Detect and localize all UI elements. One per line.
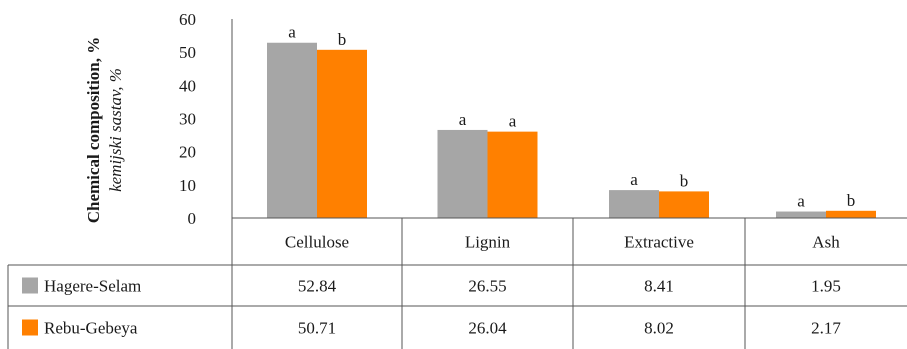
y-tick-label: 20 (179, 143, 196, 162)
y-axis-label: Chemical composition, % (84, 37, 103, 224)
significance-letter: a (797, 192, 805, 211)
table-value-cell: 8.41 (644, 277, 674, 296)
y-axis-label-translation: kemijski sastav, % (106, 68, 125, 192)
significance-letter: a (288, 23, 296, 42)
legend-label: Rebu-Gebeya (44, 319, 138, 338)
significance-letter: a (509, 112, 517, 131)
table-value-cell: 26.55 (468, 277, 506, 296)
legend-swatch (22, 319, 38, 336)
table-value-cell: 2.17 (811, 319, 841, 338)
y-tick-label: 0 (188, 209, 197, 228)
bar-hagere-selam-lignin (437, 129, 488, 218)
table-value-cell: 52.84 (298, 277, 337, 296)
y-tick-label: 50 (179, 43, 196, 62)
y-tick-label: 30 (179, 110, 196, 129)
bar-rebu-gebeya-lignin (487, 131, 538, 218)
significance-letter: a (459, 110, 467, 129)
significance-labels: a b a a a b a b (288, 23, 855, 211)
significance-letter: a (630, 170, 638, 189)
data-table: Cellulose Lignin Extractive Ash Hagere-Selam… (7, 217, 907, 349)
bar-hagere-selam-extractive (609, 190, 659, 218)
significance-letter: b (847, 191, 856, 210)
table-value-cell: 1.95 (811, 277, 841, 296)
y-axis-ticks: 0 10 20 30 40 50 60 (179, 10, 196, 228)
bar-hagere-selam-cellulose (267, 42, 317, 219)
y-tick-label: 40 (179, 76, 196, 95)
significance-letter: b (680, 171, 689, 190)
bar-rebu-gebeya-extractive (659, 191, 709, 218)
x-category-label: Lignin (465, 233, 511, 252)
legend-label: Hagere-Selam (44, 277, 141, 296)
y-tick-label: 10 (179, 176, 196, 195)
bars-group (267, 42, 876, 219)
legend-swatch (22, 277, 38, 294)
x-category-label: Ash (812, 233, 840, 252)
significance-letter: b (338, 30, 347, 49)
y-tick-label: 60 (179, 10, 196, 29)
x-category-label: Cellulose (285, 233, 349, 252)
table-value-cell: 8.02 (644, 319, 674, 338)
bar-hagere-selam-ash (776, 211, 826, 218)
bar-rebu-gebeya-ash (826, 210, 876, 218)
bar-rebu-gebeya-cellulose (317, 49, 367, 219)
table-value-cell: 50.71 (298, 319, 336, 338)
table-value-cell: 26.04 (468, 319, 507, 338)
x-category-label: Extractive (624, 233, 694, 252)
